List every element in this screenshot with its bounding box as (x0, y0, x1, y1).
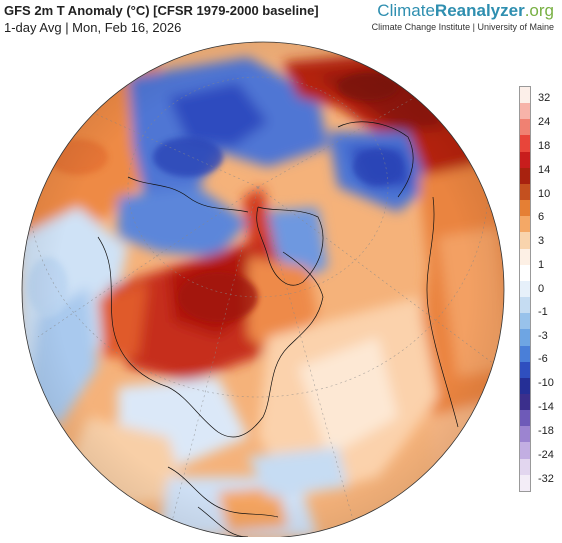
legend-label: -6 (538, 353, 548, 365)
legend-label: -32 (538, 473, 554, 485)
legend-label: 32 (538, 92, 551, 104)
legend-swatch (520, 361, 530, 378)
legend-swatch (520, 280, 530, 298)
legend-swatch (520, 103, 530, 120)
legend-swatch (520, 216, 530, 233)
globe-outline (21, 41, 505, 537)
legend-swatch (520, 474, 530, 491)
legend-label: 3 (538, 235, 545, 247)
legend-swatch (520, 329, 530, 346)
legend-label: 6 (538, 211, 545, 223)
legend-swatch (520, 313, 530, 330)
legend-swatch (520, 426, 530, 443)
brand-name-climate: Climate (377, 1, 435, 20)
legend-swatch (520, 393, 530, 411)
legend-swatch (520, 264, 530, 281)
legend-swatch (520, 442, 530, 459)
legend-swatch (520, 297, 530, 314)
legend-swatch (520, 151, 530, 168)
legend-label: 1 (538, 259, 545, 271)
map-title: GFS 2m T Anomaly (°C) [CFSR 1979-2000 ba… (4, 3, 319, 18)
legend-swatch (520, 167, 530, 184)
legend-label: 14 (538, 164, 551, 176)
legend-label: 18 (538, 140, 551, 152)
legend-label: -10 (538, 377, 554, 389)
legend-label: 10 (538, 188, 551, 200)
legend-label: -24 (538, 449, 554, 461)
brand-tagline: Climate Change Institute | University of… (371, 22, 554, 32)
legend-swatch (520, 458, 530, 475)
legend-swatch (520, 410, 530, 427)
legend-swatch (520, 119, 530, 136)
legend-label: -14 (538, 401, 554, 413)
globe-map (21, 41, 505, 537)
brand-name-org: .org (524, 1, 554, 20)
legend-swatch (520, 345, 530, 362)
legend-label: 24 (538, 116, 551, 128)
legend-swatch (520, 183, 530, 201)
legend-swatch (520, 135, 530, 152)
legend-swatch (520, 248, 530, 265)
legend-swatch (520, 232, 530, 249)
legend-swatch (520, 87, 530, 104)
brand-name-reanalyzer: Reanalyzer (434, 1, 525, 20)
legend-swatch (520, 200, 530, 217)
map-subtitle: 1-day Avg | Mon, Feb 16, 2026 (4, 20, 182, 35)
color-legend (519, 86, 531, 492)
legend-label: -3 (538, 330, 548, 342)
legend-label: -18 (538, 425, 554, 437)
legend-label: -1 (538, 306, 548, 318)
legend-label: 0 (538, 283, 545, 295)
brand-logo[interactable]: ClimateReanalyzer.org Climate Change Ins… (372, 1, 554, 32)
legend-swatch (520, 377, 530, 394)
